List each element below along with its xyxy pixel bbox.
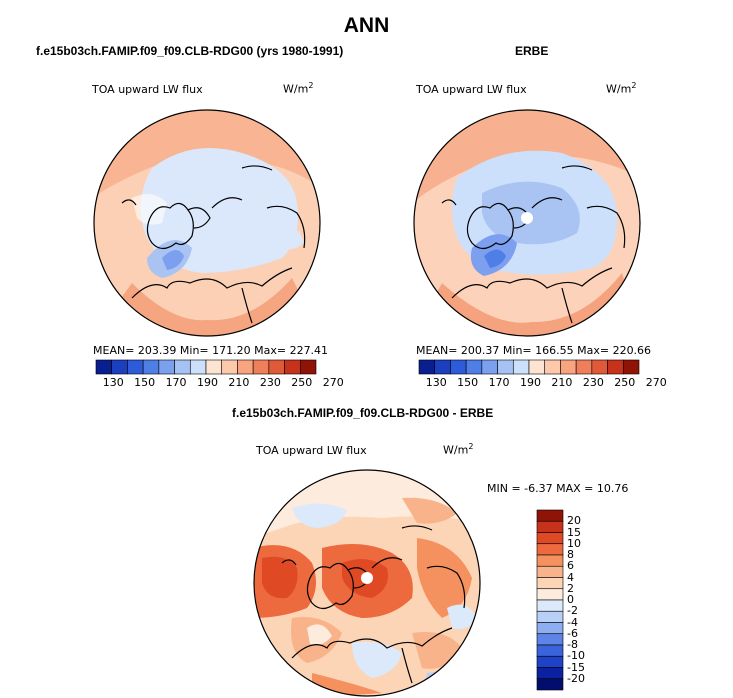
panel-3-units: W/m2: [443, 442, 474, 457]
panel-1-stats: MEAN= 203.39 Min= 171.20 Max= 227.41: [93, 344, 329, 357]
panel-3-colorbar-tick-label: -20: [567, 671, 585, 685]
panel-1-colorbar-tick-label: 150: [134, 376, 156, 389]
panel-1-colorbar-swatch: [174, 359, 191, 375]
panel-3-colorbar-tick-label: -15: [567, 660, 585, 674]
panel-2-colorbar-swatch: [528, 359, 546, 375]
panel-3-colorbar-swatch: [536, 644, 564, 657]
panel-2-colorbar-tick-label: 270: [645, 376, 667, 389]
panel-1-colorbar-swatch: [158, 359, 175, 375]
panel-3-colorbar-tick-label: 8: [567, 548, 574, 561]
panel-1-colorbar-tick-label: 270: [322, 376, 344, 389]
panel-3-colorbar-tick-label: 2: [567, 581, 574, 595]
panel-3-colorbar-tick-label: 20: [567, 514, 581, 528]
panel-3-colorbar-tick-label: 15: [567, 525, 581, 539]
panel-3-colorbar-tick-label: 0: [567, 593, 574, 606]
panel-2-colorbar-swatch: [622, 359, 640, 375]
panel-2-colorbar-swatch: [575, 359, 593, 375]
panel-3-colorbar-tick-label: 6: [567, 559, 574, 573]
panel-2-colorbar-ticks: 130 150 170 190 210 230 250 270: [419, 376, 667, 390]
panel-3-title: f.e15b03ch.FAMIP.f09_f09.CLB-RDG00 - ERB…: [232, 406, 494, 420]
panel-3-colorbar-tick-label: 4: [567, 570, 574, 584]
panel-3-colorbar-swatch: [536, 588, 564, 601]
panel-3-colorbar-swatch: [536, 565, 564, 578]
panel-1-colorbar-swatch: [299, 359, 317, 375]
panel-3-colorbar-swatch: [536, 655, 564, 668]
panel-3-colorbar-swatch: [536, 509, 564, 522]
panel-3-colorbar-ticks: 20 15 10 8 6 4 2 0 -2 -4 -6 -8 -10 -15 -20: [567, 510, 607, 690]
panel-1-colorbar-swatch: [237, 359, 254, 375]
panel-1-colorbar-tick-label: 210: [228, 376, 250, 389]
panel-2-colorbar-swatch: [512, 359, 530, 375]
panel-3-colorbar-swatch: [536, 678, 564, 691]
panel-3-colorbar-swatch: [536, 532, 564, 545]
panel-2-colorbar-tick-label: 210: [551, 376, 573, 389]
panel-1-colorbar-swatch: [127, 359, 144, 375]
panel-2-colorbar-swatch: [434, 359, 451, 375]
panel-3-colorbar-tick-label: -10: [567, 649, 585, 663]
panel-1-colorbar-swatch: [252, 359, 270, 375]
panel-2-variable-label: TOA upward LW flux: [416, 83, 527, 96]
panel-2-stats: MEAN= 200.37 Min= 166.55 Max= 220.66: [416, 344, 652, 357]
panel-2-colorbar-swatch: [544, 359, 561, 375]
panel-2-colorbar-swatch: [607, 359, 624, 375]
panel-3-colorbar: [536, 509, 564, 691]
panel-1-units: W/m2: [283, 81, 314, 96]
panel-2-units: W/m2: [606, 81, 637, 96]
panel-1-polar-map: [93, 109, 321, 337]
panel-2-colorbar-swatch: [418, 359, 436, 375]
panel-2-colorbar-tick-label: 150: [457, 376, 479, 389]
panel-1-colorbar: [95, 359, 317, 375]
panel-3-variable-label: TOA upward LW flux: [256, 444, 367, 457]
panel-2-title: ERBE: [515, 44, 549, 58]
panel-1-title: f.e15b03ch.FAMIP.f09_f09.CLB-RDG00 (yrs …: [36, 44, 344, 58]
panel-3-colorbar-tick-label: -4: [567, 615, 578, 629]
panel-3-polar-map: [253, 469, 481, 697]
panel-1-colorbar-ticks: 130 150 170 190 210 230 250 270: [96, 376, 344, 390]
panel-1-colorbar-swatch: [95, 359, 113, 375]
panel-3-stats: MIN = -6.37 MAX = 10.76: [487, 482, 629, 495]
panel-2-colorbar-tick-label: 230: [582, 376, 604, 389]
panel-1-colorbar-swatch: [189, 359, 207, 375]
panel-2-colorbar-swatch: [560, 359, 577, 375]
panel-1-colorbar-tick-label: 170: [165, 376, 187, 389]
panel-2-colorbar: [418, 359, 640, 375]
panel-2-colorbar-tick-label: 190: [520, 376, 541, 389]
panel-1-colorbar-swatch: [205, 359, 223, 375]
panel-3-colorbar-swatch: [536, 622, 564, 635]
panel-3-colorbar-swatch: [536, 577, 564, 590]
panel-2-colorbar-swatch: [481, 359, 498, 375]
panel-2-colorbar-tick-label: 250: [614, 376, 636, 389]
panel-1-colorbar-tick-label: 230: [259, 376, 281, 389]
panel-1-colorbar-tick-label: 190: [197, 376, 218, 389]
panel-2-colorbar-tick-label: 130: [425, 376, 447, 389]
panel-3-colorbar-swatch: [536, 599, 564, 612]
panel-1-colorbar-swatch: [142, 359, 160, 375]
panel-1-colorbar-swatch: [268, 359, 285, 375]
panel-3-colorbar-swatch: [536, 554, 564, 567]
panel-2-polar-map: [413, 109, 641, 337]
panel-3-colorbar-swatch: [536, 543, 564, 556]
panel-3-colorbar-tick-label: -2: [567, 604, 578, 618]
panel-3-colorbar-swatch: [536, 633, 564, 646]
panel-3-colorbar-tick-label: 10: [567, 536, 581, 550]
panel-2-colorbar-swatch: [450, 359, 467, 375]
panel-2-colorbar-swatch: [497, 359, 514, 375]
panel-1-variable-label: TOA upward LW flux: [92, 83, 203, 96]
panel-2-colorbar-swatch: [591, 359, 608, 375]
panel-3-colorbar-swatch: [536, 610, 564, 623]
panel-3-colorbar-swatch: [536, 520, 564, 533]
panel-2-colorbar-tick-label: 170: [488, 376, 510, 389]
panel-3-colorbar-tick-label: -8: [567, 638, 578, 651]
panel-1-colorbar-swatch: [221, 359, 238, 375]
panel-1-colorbar-tick-label: 130: [102, 376, 124, 389]
panel-1-colorbar-swatch: [111, 359, 128, 375]
panel-1-colorbar-swatch: [284, 359, 301, 375]
page-title: ANN: [343, 14, 390, 37]
panel-2-colorbar-swatch: [465, 359, 483, 375]
panel-3-colorbar-swatch: [536, 667, 564, 680]
panel-1-colorbar-tick-label: 250: [291, 376, 313, 389]
panel-3-colorbar-tick-label: -6: [567, 626, 578, 640]
